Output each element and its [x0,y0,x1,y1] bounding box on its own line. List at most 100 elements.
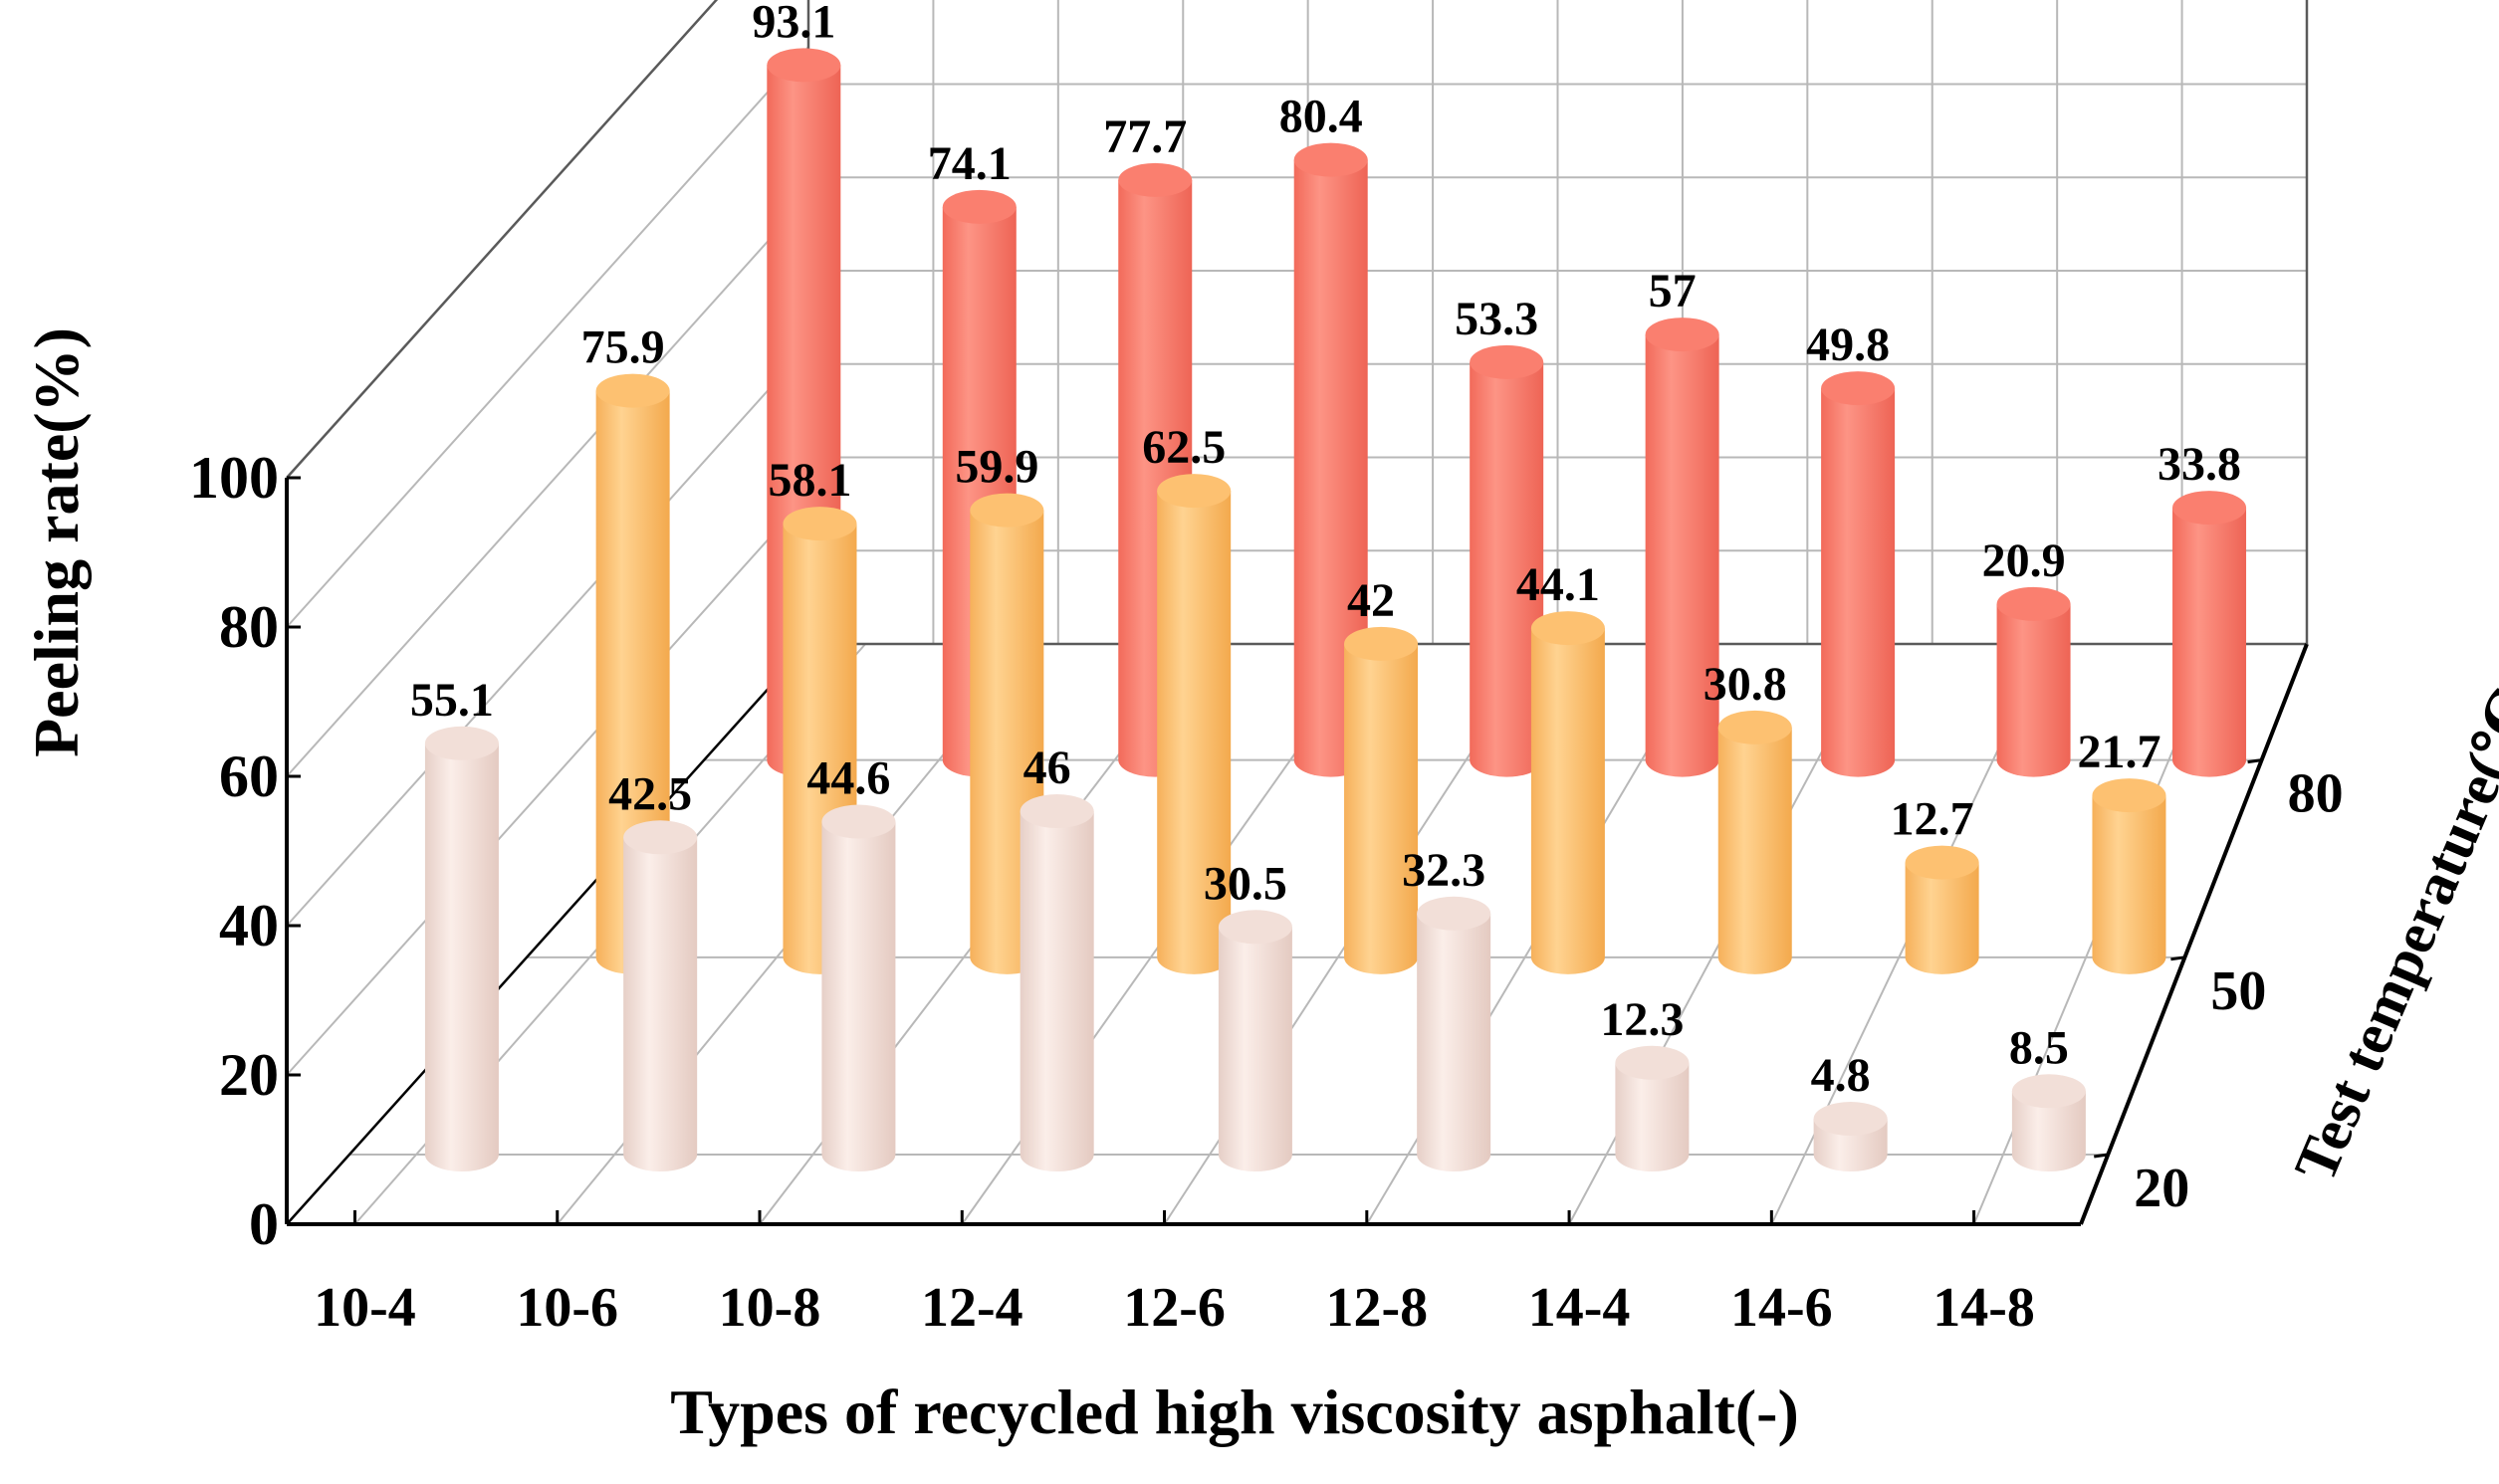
bar-body [1717,727,1792,974]
bar-top [1996,586,2071,621]
bar-body [424,742,499,1172]
bars [424,48,2247,1172]
x-tick-label: 10-4 [314,1277,416,1339]
bar [1615,1045,1690,1172]
bar-top [1615,1045,1690,1080]
data-labels: 93.1 74.1 77.7 80.4 53.3 57 49.8 20.9 33.8 75.9 58… [410,0,2241,1102]
bar [1905,845,1979,974]
y-tick-label: 40 [219,893,279,958]
x-tick-label: 12-8 [1325,1277,1428,1339]
bar [1645,318,1719,777]
bar-top [1530,611,1605,646]
bar-body [821,821,896,1172]
x-axis-title: Types of recycled high viscosity asphalt… [670,1377,1799,1447]
z-axis-title: Test temperature(℃) [2282,661,2499,1190]
bar-top [1157,474,1232,509]
bar [1470,344,1544,777]
floor-left-edge [286,643,809,1225]
bar-body [1417,913,1491,1172]
bar [424,726,499,1172]
bar-top [1645,318,1719,352]
x-tick-label: 14-4 [1528,1277,1631,1339]
bar [2011,1074,2086,1172]
bar-top [1293,142,1368,177]
z-tick [2094,1153,2109,1159]
y-axis-title: Peeling rate(%) [21,327,92,757]
bar-body [1344,643,1419,974]
data-label: 20.9 [1982,534,2066,587]
data-label: 58.1 [768,454,851,507]
data-label: 8.5 [2009,1021,2069,1074]
x-tick-label: 10-6 [516,1277,618,1339]
data-label: 62.5 [1142,421,1226,474]
bar-body [1615,1062,1690,1172]
bar [1996,586,2071,777]
data-label: 93.1 [752,0,835,48]
bar-body [2011,1091,2086,1172]
bar [1344,626,1419,974]
data-label: 33.8 [2158,438,2241,491]
bar [1821,371,1896,777]
bar [1417,896,1491,1172]
bar [1020,794,1094,1172]
data-label: 77.7 [1103,110,1187,163]
bar-top [424,726,499,760]
bar-top [1470,344,1544,379]
data-label: 55.1 [410,674,494,727]
z-tick-label: 20 [2134,1158,2189,1219]
bar-top [970,493,1044,528]
y-tick-label: 0 [249,1191,279,1257]
bar-body [1905,862,1979,974]
data-label: 30.8 [1704,658,1787,711]
bar-top [1020,794,1094,829]
bar [2172,491,2247,777]
x-tick-label: 14-6 [1730,1277,1833,1339]
y-tick-label: 80 [219,594,279,660]
z-tick-label: 80 [2288,763,2344,825]
bar-body [2092,795,2166,974]
bar [1717,710,1792,974]
data-label: 12.3 [1600,993,1684,1046]
left-wall-grid-line [286,344,809,927]
bar-top [1344,626,1419,661]
bar-top [1717,710,1792,744]
z-tick-label: 50 [2210,960,2266,1022]
data-label: 32.3 [1402,844,1485,897]
y-tick-label: 20 [219,1042,279,1108]
data-label: 46 [1023,742,1071,794]
bar [1813,1102,1888,1172]
bar-body [1293,159,1368,777]
bar-body [1157,491,1232,974]
bar-body [1470,361,1544,777]
bar-top [2011,1074,2086,1109]
x-tick-label: 10-8 [719,1277,821,1339]
bar [821,804,896,1172]
z-axis-line [2079,643,2309,1225]
left-wall-grid-line [286,46,809,628]
bar [1530,611,1605,974]
x-tick-label: 12-6 [1123,1277,1226,1339]
bar-body [1996,603,2071,777]
bar-body [1821,388,1896,777]
x-tick-label: 14-8 [1932,1277,2035,1339]
bar-body [2172,508,2247,777]
y-tick-label: 100 [189,445,279,511]
bar-body [1530,628,1605,974]
bar-body [1218,927,1292,1172]
bar [1218,910,1292,1172]
bar-top [1417,896,1491,931]
data-label: 42 [1347,574,1395,627]
bar-top [1813,1102,1888,1137]
data-label: 74.1 [928,137,1012,190]
bar-top [942,189,1017,224]
left-wall-grid-line [286,195,809,777]
x-tick-label: 12-4 [921,1277,1023,1339]
bar-top [1821,371,1896,406]
bar-top [623,820,698,855]
data-label: 42.5 [608,767,692,820]
bar-top [821,804,896,839]
data-label: 44.1 [1516,558,1600,611]
bar-top [1905,845,1979,880]
left-wall-grid-line [286,0,718,479]
data-label: 4.8 [1811,1049,1871,1102]
